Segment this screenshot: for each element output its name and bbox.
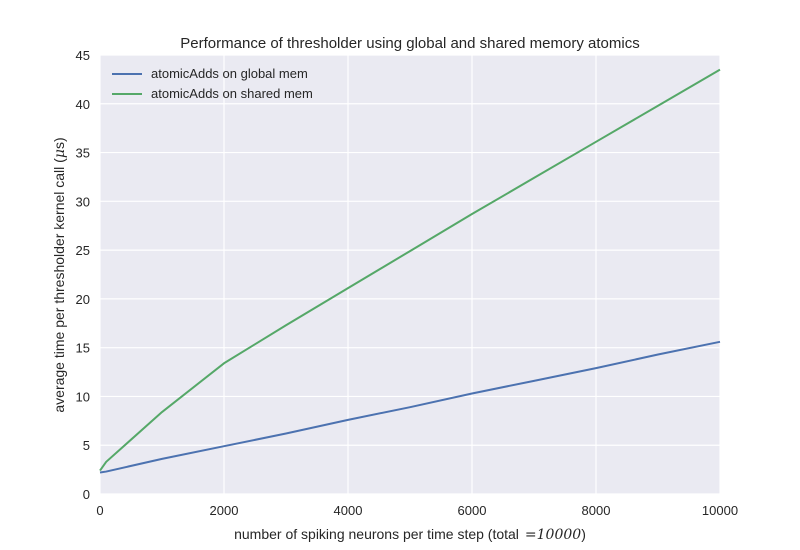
plot-area: [100, 55, 720, 494]
y-tick-label: 0: [83, 487, 90, 502]
x-tick-label: 0: [96, 503, 103, 518]
y-tick-label: 35: [76, 146, 90, 161]
x-axis-label-prefix: number of spiking neurons per time step …: [234, 526, 519, 542]
y-axis-label-prefix: average time per thresholder kernel call…: [51, 158, 67, 413]
chart-title: Performance of thresholder using global …: [180, 35, 639, 52]
x-tick-label: 10000: [702, 503, 738, 518]
y-axis-label-mu: μ: [52, 149, 68, 158]
y-tick-label: 40: [76, 97, 90, 112]
series-line-global: [99, 340, 721, 474]
x-axis-label-suffix: ): [581, 526, 586, 542]
y-tick-label: 45: [76, 48, 90, 63]
series-lines: [99, 68, 721, 474]
y-tick-label: 10: [76, 389, 90, 404]
y-tick-label: 25: [76, 243, 90, 258]
x-tick-label: 8000: [582, 503, 611, 518]
tick-labels: 0 2000 4000 6000 8000 10000 0 5 10 15 20 25 30 35 40 45: [76, 48, 739, 518]
x-tick-label: 2000: [210, 503, 239, 518]
x-axis-label-math: =10000: [525, 527, 581, 543]
legend: atomicAdds on global mem atomicAdds on s…: [112, 66, 313, 101]
x-tick-label: 4000: [334, 503, 363, 518]
y-tick-label: 20: [76, 292, 90, 307]
y-tick-label: 15: [76, 341, 90, 356]
x-tick-label: 6000: [458, 503, 487, 518]
y-axis-label-suffix: ): [51, 137, 67, 142]
series-line-shared: [99, 68, 721, 472]
y-axis-label-s: s: [51, 142, 67, 149]
y-axis-label: average time per thresholder kernel call…: [51, 137, 68, 412]
y-tick-label: 30: [76, 194, 90, 209]
legend-label-global: atomicAdds on global mem: [151, 66, 308, 81]
grid: [99, 54, 721, 495]
y-tick-label: 5: [83, 438, 90, 453]
x-axis-label: number of spiking neurons per time step …: [234, 526, 586, 543]
legend-label-shared: atomicAdds on shared mem: [151, 86, 313, 101]
